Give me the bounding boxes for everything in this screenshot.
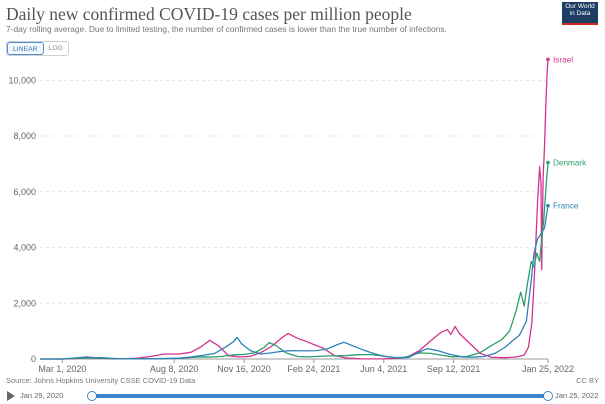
y-tick-label: 0 <box>31 354 36 364</box>
y-tick-label: 4,000 <box>13 243 36 253</box>
timeline-start-label: Jan 29, 2020 <box>20 391 64 400</box>
x-tick-label: Jan 25, 2022 <box>522 364 574 374</box>
series-endpoint-israel <box>546 57 550 62</box>
chart-title: Daily new confirmed COVID-19 cases per m… <box>6 4 412 24</box>
x-axis-ticks: Mar 1, 2020 Aug 8, 2020 Nov 16, 2020 Feb 24… <box>38 359 574 374</box>
our-world-in-data-logo[interactable]: Our World in Data <box>562 2 598 25</box>
timeline-start-handle[interactable] <box>87 391 97 401</box>
line-chart: 0 2,000 4,000 6,000 8,000 10,000 Mar 1, 2020 A… <box>8 55 587 374</box>
x-tick-label: Aug 8, 2020 <box>150 364 199 374</box>
x-tick-label: Sep 12, 2021 <box>427 364 481 374</box>
series-lines <box>40 57 550 360</box>
linear-scale-button[interactable]: LINEAR <box>7 42 44 55</box>
chart-subtitle: 7-day rolling average. Due to limited te… <box>6 24 447 34</box>
x-tick-label: Jun 4, 2021 <box>360 364 407 374</box>
logo-line-1: Our World <box>565 3 595 10</box>
logo-line-2: in Data <box>569 10 591 18</box>
license-link[interactable]: CC BY <box>576 376 599 385</box>
timeline: Jan 29, 2020 Jan 25, 2022 <box>0 388 605 404</box>
y-tick-label: 2,000 <box>13 298 36 308</box>
log-scale-button[interactable]: LOG <box>43 42 68 55</box>
series-endpoint-denmark <box>546 160 550 165</box>
x-tick-label: Nov 16, 2020 <box>217 364 271 374</box>
scale-toggle: LINEAR LOG <box>6 41 69 56</box>
y-tick-label: 10,000 <box>8 75 36 85</box>
series-line-france[interactable] <box>40 205 549 360</box>
timeline-end-handle[interactable] <box>543 391 553 401</box>
series-label-denmark: Denmark <box>553 159 587 168</box>
timeline-end-label: Jan 25, 2022 <box>555 391 599 400</box>
series-label-israel: Israel <box>553 55 573 64</box>
grid-lines <box>40 79 548 360</box>
y-tick-label: 8,000 <box>13 131 36 141</box>
x-tick-label: Mar 1, 2020 <box>38 364 86 374</box>
logo-accent-bar <box>562 23 598 25</box>
source-note: Source: Johns Hopkins University CSSE CO… <box>6 376 196 385</box>
series-label-france: France <box>553 202 579 211</box>
series-line-israel[interactable] <box>40 59 549 360</box>
x-tick-label: Feb 24, 2021 <box>287 364 340 374</box>
series-labels: Israel Denmark France <box>553 55 587 210</box>
timeline-selected-range <box>92 394 548 398</box>
y-axis-ticks: 0 2,000 4,000 6,000 8,000 10,000 <box>8 75 36 364</box>
y-tick-label: 6,000 <box>13 187 36 197</box>
series-endpoint-france <box>546 203 550 208</box>
play-icon[interactable] <box>7 391 15 401</box>
